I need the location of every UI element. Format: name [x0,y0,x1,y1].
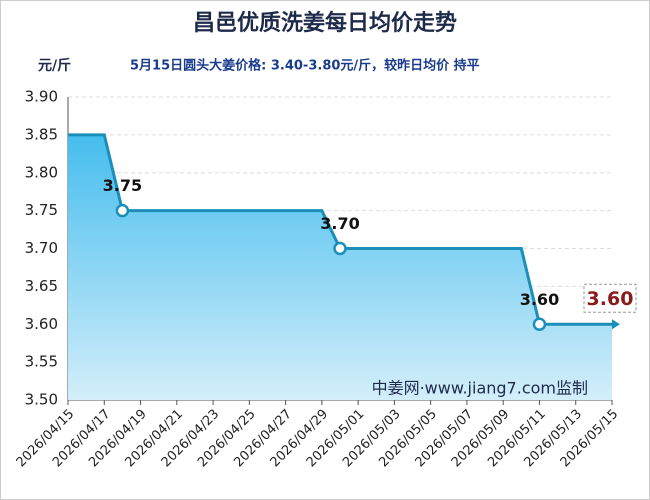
latest-label: 3.60 [587,288,634,310]
point-marker [532,317,547,331]
y-tick-label: 3.65 [25,277,58,295]
chart-title: 昌邑优质洗姜每日均价走势 [193,10,457,36]
data-label: 3.60 [520,290,559,309]
y-tick-label: 3.90 [25,88,58,106]
subtitle: 5月15日圆头大姜价格: 3.40-3.80元/斤，较昨日均价 持平 [130,58,480,74]
y-unit: 元/斤 [38,57,71,74]
data-label: 3.70 [320,214,359,233]
y-tick-label: 3.75 [25,201,58,219]
point-marker [333,241,347,256]
y-tick-label: 3.85 [25,125,58,143]
data-label: 3.75 [103,176,142,195]
latest-label-box [583,283,637,313]
area [68,134,612,400]
point-marker [115,203,130,218]
watermark: 中姜网·www.jiang7.com监制 [372,379,588,398]
y-tick-label: 3.55 [25,353,58,371]
y-tick-label: 3.50 [25,391,58,409]
y-tick-label: 3.70 [25,239,58,257]
y-tick-label: 3.80 [25,163,58,181]
line-arrow [612,319,620,330]
y-tick-label: 3.60 [25,315,58,333]
